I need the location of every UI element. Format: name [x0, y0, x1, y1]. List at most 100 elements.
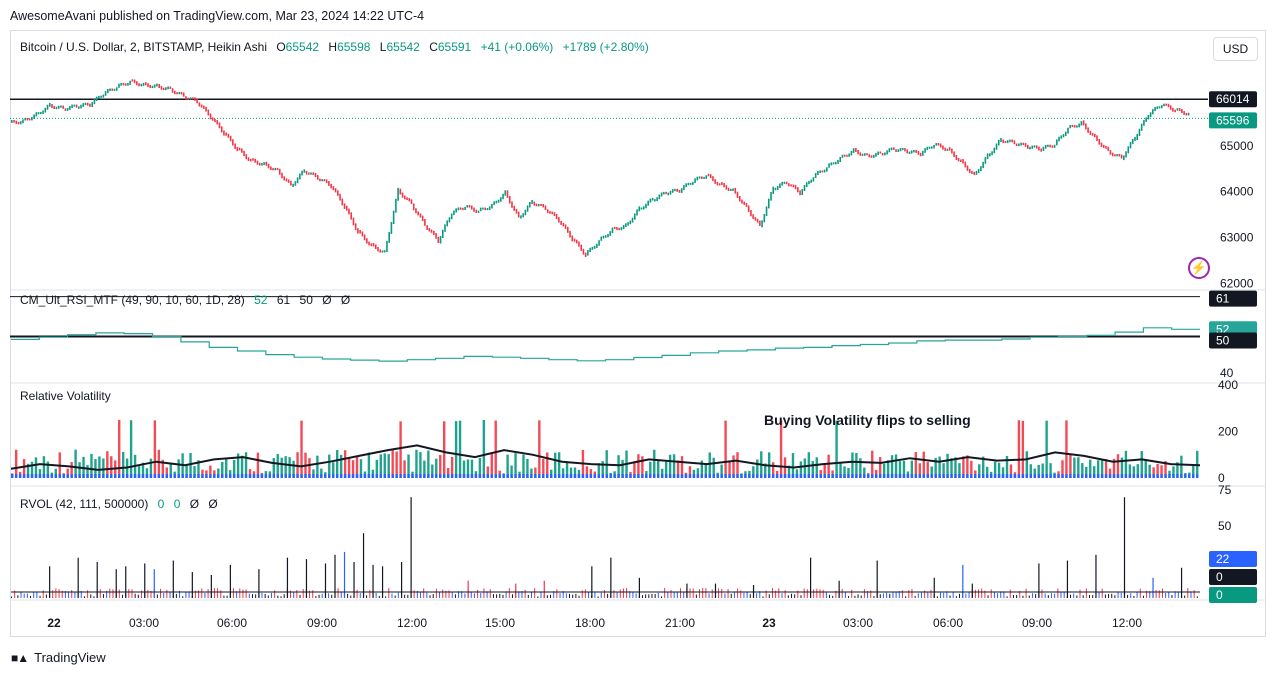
volatility-bar [407, 454, 410, 478]
price-candle [506, 190, 509, 198]
volatility-bar [914, 452, 918, 478]
price-candle [846, 154, 848, 157]
volatility-base-bar [1156, 474, 1159, 478]
volatility-base-bar [1100, 474, 1104, 478]
rvol-spike [49, 566, 51, 598]
volatility-bar [882, 463, 886, 478]
volatility-bar [875, 469, 878, 478]
volatility-bar [724, 420, 727, 478]
rvol-bar [905, 596, 907, 598]
rvol-bar [1003, 591, 1005, 598]
rvol-bar [1031, 593, 1033, 598]
price-candle [640, 207, 643, 210]
volatility-bar [823, 464, 826, 478]
price-candle [884, 152, 886, 156]
price-candle [1042, 146, 1045, 152]
price-candle [249, 158, 252, 162]
volatility-base-bar [502, 474, 505, 478]
volatility-bar [1144, 459, 1147, 478]
price-candle [55, 106, 58, 110]
price-candle [1100, 142, 1103, 147]
volatility-bar [573, 467, 577, 478]
price-candle [383, 250, 386, 253]
rvol-bar [445, 590, 447, 598]
rvol-bar [483, 588, 485, 598]
volatility-base-bar [443, 474, 446, 478]
volatility-bar [141, 462, 145, 478]
volatility-bar [399, 421, 402, 478]
volatility-bar [653, 449, 656, 478]
alert-bolt-icon[interactable]: ⚡ [1188, 257, 1210, 279]
rvol-bar [882, 593, 884, 598]
price-candle [153, 84, 156, 88]
volatility-base-bar [946, 474, 949, 478]
rv-tick-label: 200 [1218, 425, 1238, 439]
volatility-bar [14, 449, 18, 478]
volatility-base-bar [993, 474, 997, 478]
rvol-bar [394, 595, 396, 598]
rvol-bar [1127, 594, 1129, 598]
volatility-base-bar [141, 474, 145, 478]
price-candle [893, 147, 895, 150]
rvol-bar [1104, 594, 1106, 598]
volatility-base-bar [930, 474, 933, 478]
price-candle [654, 199, 656, 202]
rvol-bar [270, 593, 272, 598]
volatility-base-bar [1081, 474, 1084, 478]
price-candle [636, 209, 638, 216]
volatility-base-bar [756, 474, 759, 478]
volatility-bar [764, 463, 767, 478]
price-candle [928, 146, 931, 149]
price-candle [399, 188, 402, 195]
volatility-base-bar [114, 474, 117, 478]
price-candle [1120, 154, 1123, 159]
volatility-bar [454, 421, 458, 478]
volatility-bar [439, 455, 442, 478]
volatility-bar [1021, 420, 1025, 478]
price-candle [310, 172, 312, 175]
rvol-bar [388, 587, 390, 598]
price-candle [508, 195, 511, 204]
volatility-base-bar [1049, 474, 1052, 478]
price-candle [493, 201, 495, 206]
price-candle [875, 152, 877, 157]
price-candle [839, 157, 842, 162]
volatility-base-bar [684, 474, 688, 478]
volatility-average-line [10, 444, 1201, 471]
volatility-base-bar [894, 474, 898, 478]
volatility-base-bar [922, 474, 925, 478]
time-tick-label: 06:00 [933, 616, 963, 630]
price-tick-label: 65000 [1220, 139, 1254, 153]
volatility-bar [985, 466, 989, 478]
volatility-base-bar [748, 474, 751, 478]
tradingview-logo[interactable]: ■▲ TradingView [11, 650, 106, 665]
rvol-bar [118, 589, 120, 598]
currency-button[interactable]: USD [1213, 37, 1258, 61]
price-candle [857, 150, 859, 155]
volatility-bar [292, 460, 295, 478]
price-candle [229, 135, 232, 142]
rvol-spike [400, 562, 403, 598]
volatility-base-bar [98, 474, 101, 478]
volatility-base-bar [320, 474, 323, 478]
price-candle [960, 159, 962, 162]
volatility-bar [54, 468, 57, 478]
volatility-base-bar [1077, 474, 1080, 478]
price-candle [1085, 123, 1087, 130]
price-candle [180, 91, 183, 95]
price-candle [214, 118, 216, 123]
rvol-bar [705, 588, 707, 598]
rvol-tag-0b: 0 [1216, 588, 1223, 602]
price-candle [290, 180, 292, 186]
rvol-spike [372, 564, 374, 598]
volatility-bar [98, 456, 101, 478]
price-candle [678, 189, 681, 193]
rvol-bar [518, 591, 520, 598]
price-candle [28, 118, 31, 121]
volatility-base-bar [1136, 474, 1139, 478]
rvol-bar [80, 590, 82, 598]
price-candle [174, 90, 176, 95]
price-candle [589, 247, 591, 253]
price-candle [334, 188, 337, 193]
rvol-bar [778, 588, 780, 598]
